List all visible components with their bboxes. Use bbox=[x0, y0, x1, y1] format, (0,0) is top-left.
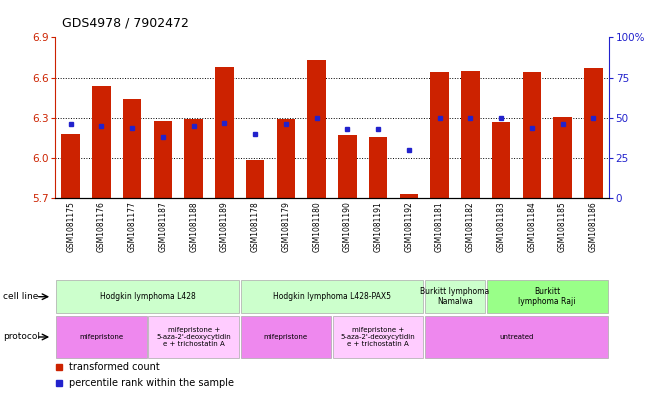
Bar bbox=[461, 71, 480, 198]
Text: GSM1081183: GSM1081183 bbox=[497, 201, 506, 252]
Bar bbox=[333, 316, 423, 358]
Text: GSM1081189: GSM1081189 bbox=[220, 201, 229, 252]
Bar bbox=[400, 195, 418, 198]
Text: Burkitt lymphoma
Namalwa: Burkitt lymphoma Namalwa bbox=[421, 287, 490, 307]
Text: Hodgkin lymphoma L428: Hodgkin lymphoma L428 bbox=[100, 292, 195, 301]
Bar bbox=[215, 67, 234, 198]
Text: GSM1081186: GSM1081186 bbox=[589, 201, 598, 252]
Bar bbox=[56, 316, 146, 358]
Bar bbox=[307, 60, 326, 198]
Bar bbox=[61, 134, 80, 198]
Text: untreated: untreated bbox=[499, 334, 534, 340]
Text: mifepristone: mifepristone bbox=[264, 334, 308, 340]
Text: transformed count: transformed count bbox=[68, 362, 159, 373]
Bar bbox=[277, 119, 295, 198]
Bar bbox=[369, 137, 387, 198]
Bar bbox=[430, 72, 449, 198]
Text: GSM1081179: GSM1081179 bbox=[281, 201, 290, 252]
Text: protocol: protocol bbox=[3, 332, 40, 342]
Text: GSM1081184: GSM1081184 bbox=[527, 201, 536, 252]
Bar bbox=[523, 72, 541, 198]
Text: GSM1081188: GSM1081188 bbox=[189, 201, 198, 252]
Bar bbox=[148, 316, 239, 358]
Text: GSM1081175: GSM1081175 bbox=[66, 201, 76, 252]
Bar bbox=[425, 316, 608, 358]
Bar bbox=[241, 316, 331, 358]
Bar bbox=[487, 281, 608, 313]
Text: GSM1081181: GSM1081181 bbox=[435, 201, 444, 252]
Bar bbox=[92, 86, 111, 198]
Text: GSM1081178: GSM1081178 bbox=[251, 201, 260, 252]
Text: GSM1081191: GSM1081191 bbox=[374, 201, 383, 252]
Text: Burkitt
lymphoma Raji: Burkitt lymphoma Raji bbox=[518, 287, 576, 307]
Bar bbox=[241, 281, 423, 313]
Text: mifepristone +
5-aza-2'-deoxycytidin
e + trichostatin A: mifepristone + 5-aza-2'-deoxycytidin e +… bbox=[340, 327, 415, 347]
Bar bbox=[123, 99, 141, 198]
Bar bbox=[425, 281, 485, 313]
Text: GSM1081180: GSM1081180 bbox=[312, 201, 321, 252]
Text: GDS4978 / 7902472: GDS4978 / 7902472 bbox=[62, 17, 189, 29]
Text: GSM1081185: GSM1081185 bbox=[558, 201, 567, 252]
Text: cell line: cell line bbox=[3, 292, 38, 301]
Bar bbox=[184, 119, 203, 198]
Text: mifepristone: mifepristone bbox=[79, 334, 124, 340]
Text: percentile rank within the sample: percentile rank within the sample bbox=[68, 378, 234, 388]
Text: Hodgkin lymphoma L428-PAX5: Hodgkin lymphoma L428-PAX5 bbox=[273, 292, 391, 301]
Text: GSM1081187: GSM1081187 bbox=[158, 201, 167, 252]
Text: GSM1081192: GSM1081192 bbox=[404, 201, 413, 252]
Text: GSM1081177: GSM1081177 bbox=[128, 201, 137, 252]
Bar bbox=[338, 135, 357, 198]
Bar bbox=[492, 122, 510, 198]
Bar bbox=[154, 121, 172, 198]
Text: GSM1081190: GSM1081190 bbox=[343, 201, 352, 252]
Text: GSM1081176: GSM1081176 bbox=[97, 201, 106, 252]
Bar bbox=[553, 117, 572, 198]
Bar bbox=[56, 281, 239, 313]
Bar bbox=[584, 68, 603, 198]
Bar bbox=[246, 160, 264, 198]
Text: mifepristone +
5-aza-2'-deoxycytidin
e + trichostatin A: mifepristone + 5-aza-2'-deoxycytidin e +… bbox=[156, 327, 231, 347]
Text: GSM1081182: GSM1081182 bbox=[466, 201, 475, 252]
